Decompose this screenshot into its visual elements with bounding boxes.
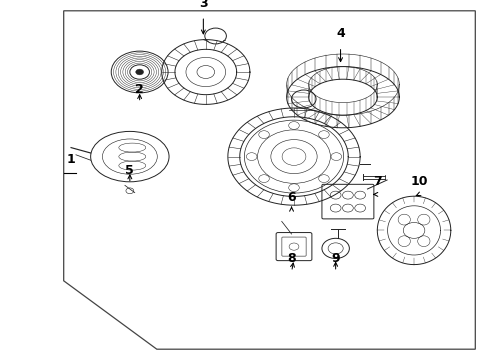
Text: 10: 10 [410, 175, 428, 188]
Text: 1: 1 [67, 153, 75, 166]
Text: 8: 8 [287, 252, 296, 265]
Text: 9: 9 [331, 252, 340, 265]
Text: 7: 7 [373, 175, 382, 188]
Text: 6: 6 [287, 191, 296, 204]
Text: 5: 5 [125, 164, 134, 177]
Circle shape [136, 69, 144, 75]
Text: 3: 3 [199, 0, 208, 10]
Text: 4: 4 [336, 27, 345, 40]
Text: 2: 2 [135, 83, 144, 96]
